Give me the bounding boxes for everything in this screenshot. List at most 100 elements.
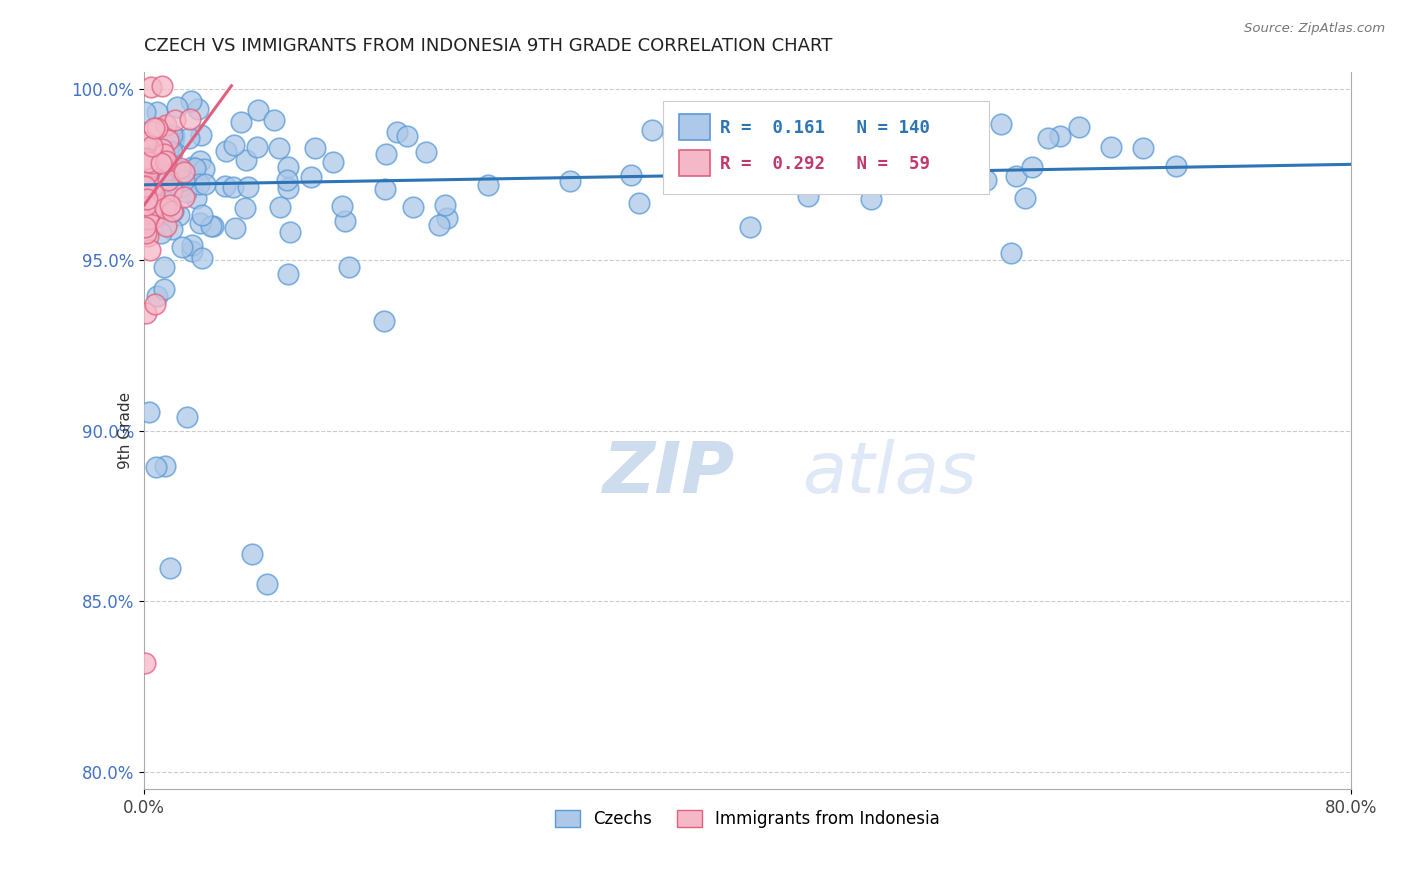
Point — [153, 166, 176, 180]
Point — [165, 112, 187, 127]
Point — [922, 152, 945, 166]
Point — [247, 103, 270, 117]
Point — [181, 238, 204, 252]
Point — [627, 196, 650, 211]
Point — [187, 102, 209, 116]
Point — [1067, 120, 1090, 135]
Point — [165, 169, 187, 184]
Point — [136, 211, 159, 225]
Point — [136, 196, 159, 211]
Point — [150, 172, 173, 186]
Point — [155, 153, 177, 168]
Point — [134, 185, 156, 199]
Point — [174, 185, 197, 199]
Point — [477, 178, 499, 192]
Point — [233, 202, 256, 216]
Point — [1099, 139, 1122, 153]
Point — [134, 220, 156, 235]
Point — [141, 180, 163, 194]
Point — [214, 178, 236, 193]
Point — [236, 179, 259, 194]
Point — [143, 297, 166, 311]
Point — [139, 203, 162, 218]
Point — [804, 172, 827, 186]
Point — [180, 95, 202, 109]
Point — [156, 165, 179, 179]
Point — [134, 189, 156, 203]
Point — [135, 205, 157, 219]
Point — [149, 193, 172, 207]
Point — [330, 199, 353, 213]
Point — [150, 163, 173, 178]
Point — [142, 211, 165, 226]
Text: Source: ZipAtlas.com: Source: ZipAtlas.com — [1244, 22, 1385, 36]
Point — [186, 191, 208, 205]
Point — [1014, 190, 1036, 204]
Point — [277, 268, 299, 282]
Point — [145, 198, 167, 212]
Point — [156, 176, 179, 190]
Point — [134, 152, 156, 166]
Point — [184, 161, 207, 175]
Point — [242, 547, 264, 561]
Point — [173, 173, 195, 187]
Point — [337, 260, 360, 274]
Point — [160, 204, 183, 219]
Point — [135, 226, 157, 240]
Point — [914, 171, 936, 186]
Point — [1021, 160, 1043, 174]
Point — [157, 143, 180, 157]
Point — [200, 219, 222, 233]
Text: R =  0.292   N =  59: R = 0.292 N = 59 — [720, 155, 929, 173]
Point — [142, 191, 165, 205]
Point — [333, 214, 356, 228]
Point — [157, 133, 180, 147]
Point — [558, 174, 581, 188]
Point — [188, 154, 211, 169]
Point — [276, 173, 298, 187]
Point — [160, 145, 183, 160]
Point — [149, 194, 172, 209]
Point — [141, 159, 163, 173]
Point — [224, 137, 246, 152]
Point — [138, 405, 160, 419]
Point — [134, 105, 156, 120]
Point — [620, 169, 643, 183]
Point — [278, 225, 301, 239]
Point — [166, 100, 188, 114]
Point — [139, 79, 162, 94]
Point — [180, 244, 202, 259]
Text: atlas: atlas — [801, 439, 976, 508]
Point — [150, 150, 173, 164]
Point — [153, 459, 176, 474]
Point — [990, 117, 1012, 131]
Point — [146, 203, 169, 218]
Point — [135, 306, 157, 320]
FancyBboxPatch shape — [662, 101, 988, 194]
Point — [796, 189, 818, 203]
Point — [188, 178, 211, 192]
Point — [142, 187, 165, 202]
Point — [173, 165, 195, 179]
Point — [146, 121, 169, 136]
Point — [299, 169, 322, 184]
Point — [190, 128, 212, 143]
Point — [134, 216, 156, 230]
Point — [156, 173, 179, 187]
Legend: Czechs, Immigrants from Indonesia: Czechs, Immigrants from Indonesia — [548, 803, 946, 835]
Point — [163, 128, 186, 143]
Point — [162, 136, 184, 150]
Point — [201, 219, 224, 234]
Point — [146, 149, 169, 163]
Point — [772, 127, 794, 141]
Point — [135, 153, 157, 167]
Point — [193, 161, 215, 176]
Point — [181, 160, 204, 174]
Point — [730, 141, 752, 155]
Point — [387, 125, 409, 139]
Point — [153, 147, 176, 161]
Text: CZECH VS IMMIGRANTS FROM INDONESIA 9TH GRADE CORRELATION CHART: CZECH VS IMMIGRANTS FROM INDONESIA 9TH G… — [143, 37, 832, 55]
Point — [194, 178, 217, 192]
Point — [1000, 245, 1022, 260]
Point — [173, 190, 195, 204]
